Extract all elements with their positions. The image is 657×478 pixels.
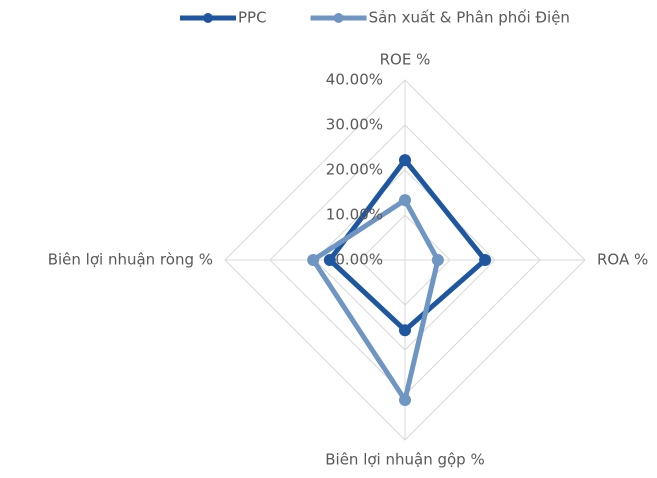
tick-label: 20.00% bbox=[326, 161, 383, 179]
legend-label: PPC bbox=[238, 9, 267, 27]
marker bbox=[399, 154, 411, 167]
tick-label: 30.00% bbox=[326, 116, 383, 134]
tick-label: 10.00% bbox=[326, 206, 383, 224]
legend-label: Sản xuất & Phân phối Điện bbox=[369, 9, 570, 27]
marker bbox=[399, 324, 411, 337]
marker bbox=[399, 393, 411, 406]
category-label: ROA % bbox=[597, 251, 648, 269]
legend-marker bbox=[333, 13, 344, 23]
legend-marker bbox=[203, 13, 213, 23]
marker bbox=[399, 194, 411, 207]
category-label: Biên lợi nhuận gộp % bbox=[325, 451, 484, 469]
category-label: ROE % bbox=[380, 51, 431, 69]
marker bbox=[323, 254, 336, 266]
tick-label: 0.00% bbox=[335, 251, 383, 269]
marker bbox=[307, 254, 320, 266]
tick-label: 40.00% bbox=[326, 71, 383, 89]
marker bbox=[479, 254, 492, 266]
series-line bbox=[327, 157, 488, 333]
category-label: Biên lợi nhuận ròng % bbox=[48, 251, 213, 269]
marker bbox=[431, 254, 444, 266]
